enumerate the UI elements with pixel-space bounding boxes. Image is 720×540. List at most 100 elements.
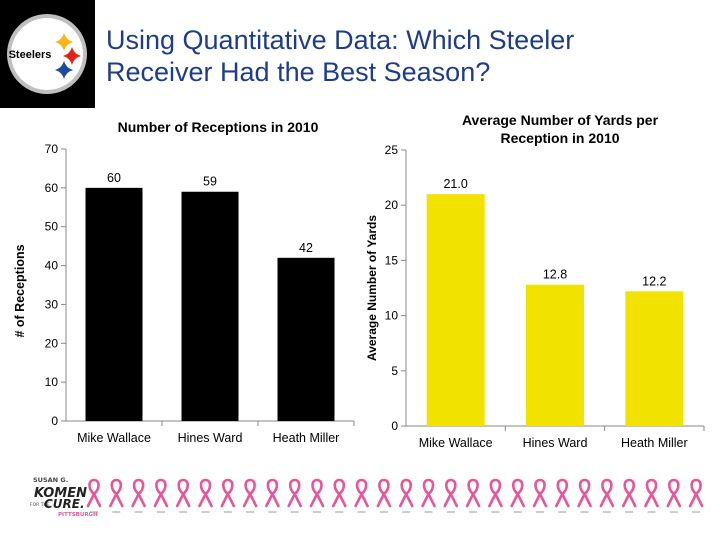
pink-ribbon-shape [220,478,236,508]
yards-chart-svg: Average Number of Yards per Reception in… [365,112,705,450]
yards-chart-title-line-2: Reception in 2010 [500,130,619,146]
pink-ribbon-shape [376,478,392,508]
slide-title-line-2: Receiver Had the Best Season? [106,57,491,87]
y-tick-label: 0 [51,414,58,428]
pink-ribbon-icon [309,478,325,513]
y-tick-label: 5 [391,364,398,378]
pink-ribbon-shape [666,478,682,508]
y-tick-label: 30 [45,297,59,311]
y-tick-label: 25 [385,143,399,157]
bar [426,194,485,426]
yards-chart-ylabel: Average Number of Yards [365,215,379,361]
receptions-chart-title: Number of Receptions in 2010 [118,119,319,135]
y-tick-label: 10 [385,309,399,323]
pink-ribbon-shape [309,478,325,508]
pink-ribbon-icon [688,478,704,513]
pink-ribbon-icon [644,478,659,513]
pink-ribbon-shape [242,478,258,508]
pink-ribbon-icon [242,478,258,513]
pink-ribbon-shape [599,478,615,508]
pink-ribbon-icon [398,478,414,513]
pink-ribbon-icon [354,478,369,513]
bar [526,284,584,426]
bar-value-label: 59 [203,175,217,189]
slide-title-line-1: Using Quantitative Data: Which Steeler [106,25,575,55]
pink-ribbon-icon [443,478,459,513]
pink-ribbon-shape [532,478,548,508]
pink-ribbon-shape [621,478,637,508]
x-tick-label: Heath Miller [621,436,688,450]
receptions-chart: Number of Receptions in 2010 # of Recept… [0,108,360,458]
komen-logo-line-3: FOR THE [30,502,50,508]
pink-ribbon-icon [153,478,169,513]
logo-red-star [63,47,81,65]
pink-ribbon-icon [510,478,526,513]
pink-ribbon-icon [554,478,570,513]
pink-ribbon-icon [666,478,682,513]
pink-ribbon-icon [376,478,392,513]
pink-ribbon-shape [131,478,146,508]
pink-ribbon-icon [488,478,503,513]
pink-ribbon-icon [287,478,303,513]
pink-ribbon-icon [175,478,191,513]
bar-value-label: 12.8 [543,268,567,282]
y-tick-label: 20 [45,336,59,350]
pink-ribbon-icon [220,478,236,513]
y-tick-label: 15 [385,253,399,267]
komen-footer: SUSAN G. KOMEN FOR THE CURE. PITTSBURGH [0,470,720,525]
x-tick-label: Heath Miller [273,431,340,445]
pink-ribbon-icon [109,478,124,513]
y-tick-label: 40 [45,259,59,273]
bar-value-label: 12.2 [642,274,666,288]
slide-title: Using Quantitative Data: Which Steeler R… [106,24,706,88]
pink-ribbon-shape [153,478,169,508]
pink-ribbon-icon [465,478,481,513]
bar-value-label: 21.0 [443,177,467,191]
logo-blue-star [55,61,73,79]
yards-chart-title-line-1: Average Number of Yards per [462,112,659,128]
yards-per-reception-chart: Average Number of Yards per Reception in… [360,108,720,458]
pink-ribbon-shape [688,478,704,508]
y-tick-label: 70 [45,142,59,156]
y-tick-label: 20 [385,198,399,212]
steelers-logo: Steelers [0,0,95,108]
bar [181,191,239,421]
bar [277,257,335,421]
pink-ribbon-shape [398,478,414,508]
x-tick-label: Mike Wallace [77,431,151,445]
y-tick-label: 0 [391,419,398,433]
bar-value-label: 60 [107,171,121,185]
pink-ribbon-shape [175,478,191,508]
steelers-logo-icon: Steelers [7,14,87,94]
komen-logo: SUSAN G. KOMEN FOR THE CURE. PITTSBURGH [30,476,98,518]
pink-ribbon-icon [621,478,637,513]
pink-ribbon-icon [331,478,347,513]
pink-ribbon-shape [109,478,124,508]
pink-ribbon-shape [198,478,213,508]
pink-ribbon-shape [554,478,570,508]
pink-ribbon-shape [421,478,436,508]
komen-footer-svg: SUSAN G. KOMEN FOR THE CURE. PITTSBURGH [30,476,704,518]
pink-ribbon-shape [488,478,503,508]
bar-value-label: 42 [299,241,313,255]
pink-ribbon-shape [577,478,592,508]
pink-ribbon-shape [287,478,303,508]
pink-ribbon-icon [599,478,615,513]
x-tick-label: Hines Ward [178,431,243,445]
pink-ribbon-icon [198,478,213,513]
x-tick-label: Mike Wallace [419,436,493,450]
pink-ribbon-icon [131,478,146,513]
pink-ribbon-shape [354,478,369,508]
logo-text: Steelers [9,49,52,61]
komen-logo-line-2: KOMEN [34,486,87,501]
pink-ribbon-shape [86,478,102,508]
pink-ribbon-icon [577,478,592,513]
pink-ribbon-shape [465,478,481,508]
pink-ribbon-shape [644,478,659,508]
pink-ribbon-icon [86,478,102,513]
y-tick-label: 50 [45,220,59,234]
receptions-chart-ylabel: # of Receptions [13,244,27,337]
pink-ribbon-shape [443,478,459,508]
bar [85,187,143,421]
komen-logo-line-4: CURE. [44,497,85,511]
